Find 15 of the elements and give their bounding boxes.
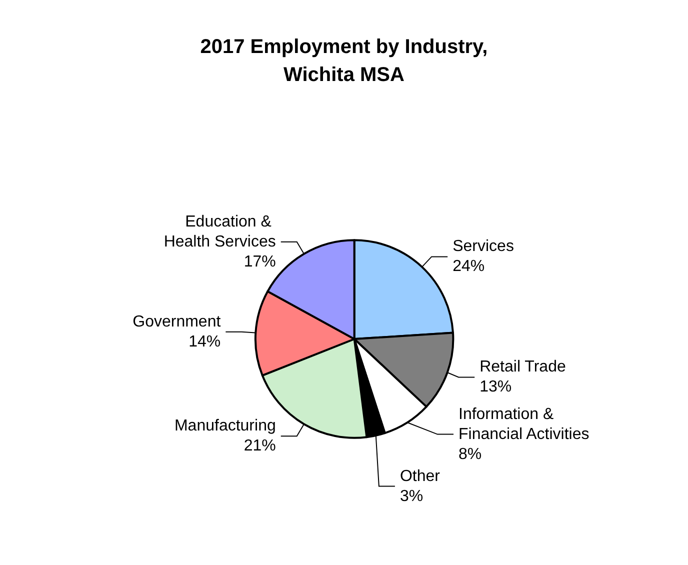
data-label: 8% bbox=[458, 446, 482, 463]
data-label: 17% bbox=[244, 253, 276, 270]
slice-label: Retail Trade bbox=[480, 358, 566, 376]
data-label: 24% bbox=[452, 258, 485, 276]
slice-label: Government bbox=[132, 313, 222, 330]
slice-label: Other bbox=[400, 468, 441, 485]
chart-title: 2017 Employment by Industry, Wichita MSA bbox=[200, 36, 488, 86]
data-label: 13% bbox=[480, 378, 512, 396]
slice-label: Services bbox=[452, 238, 514, 256]
data-label: 14% bbox=[188, 333, 221, 350]
slice-label: Manufacturing bbox=[174, 418, 276, 435]
slice-label: Education & Health Services bbox=[164, 213, 276, 250]
data-label: 3% bbox=[400, 488, 424, 505]
slice-label: Information & Financial Activities bbox=[458, 406, 590, 443]
data-label: 21% bbox=[244, 438, 276, 455]
